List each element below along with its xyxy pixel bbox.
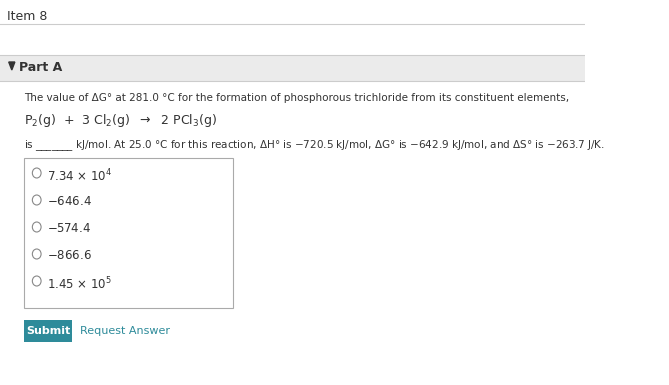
Polygon shape [9, 62, 15, 70]
Text: $-$646.4: $-$646.4 [47, 195, 92, 208]
Text: P$_2$(g)  +  3 Cl$_2$(g)  $\rightarrow$  2 PCl$_3$(g): P$_2$(g) + 3 Cl$_2$(g) $\rightarrow$ 2 P… [25, 112, 217, 129]
Text: Item 8: Item 8 [7, 10, 47, 23]
Text: is _______ kJ/mol. At 25.0 °C for this reaction, $\Delta$H° is $-$720.5 kJ/mol, : is _______ kJ/mol. At 25.0 °C for this r… [25, 138, 605, 153]
Text: Submit: Submit [26, 326, 70, 336]
Text: 1.45 $\times$ 10$^5$: 1.45 $\times$ 10$^5$ [47, 276, 112, 293]
Circle shape [32, 195, 41, 205]
FancyBboxPatch shape [25, 320, 72, 342]
Circle shape [32, 276, 41, 286]
Text: The value of ΔG° at 281.0 °C for the formation of phosphorous trichloride from i: The value of ΔG° at 281.0 °C for the for… [25, 93, 569, 103]
FancyBboxPatch shape [25, 158, 233, 308]
Circle shape [32, 249, 41, 259]
Text: 7.34 $\times$ 10$^4$: 7.34 $\times$ 10$^4$ [47, 168, 112, 184]
Text: $-$866.6: $-$866.6 [47, 249, 92, 262]
Text: Request Answer: Request Answer [80, 326, 171, 336]
Circle shape [32, 222, 41, 232]
Circle shape [32, 168, 41, 178]
Text: $-$574.4: $-$574.4 [47, 222, 91, 235]
Text: Part A: Part A [19, 61, 62, 74]
FancyBboxPatch shape [0, 55, 585, 81]
